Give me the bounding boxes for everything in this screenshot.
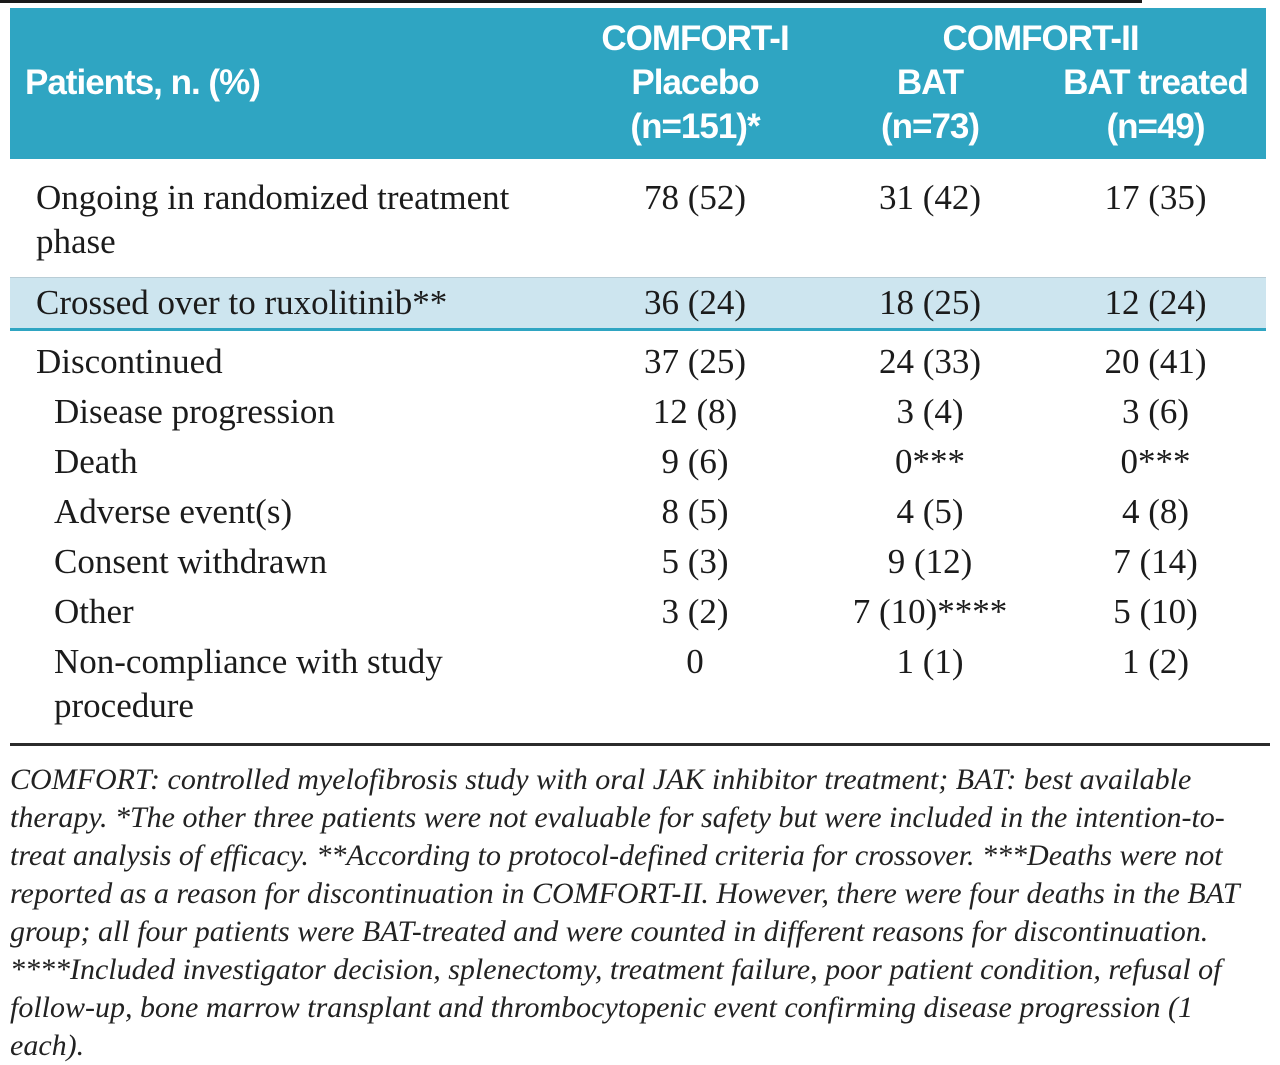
header-group-comfort-1: COMFORT-I — [601, 19, 789, 58]
cell-value: 78 (52) — [643, 178, 747, 217]
cell-value: 31 (42) — [878, 178, 982, 217]
header-col-bat: BAT — [896, 63, 964, 102]
row-label: Consent withdrawn — [54, 542, 328, 581]
row-label: Discontinued — [36, 342, 223, 381]
row-label: Ongoing in randomized treatment phase — [36, 178, 510, 261]
table-header: Patients, n. (%) COMFORT-I COMFORT-II Pl… — [10, 8, 1266, 159]
patients-disposition-table: Patients, n. (%) COMFORT-I COMFORT-II Pl… — [10, 8, 1270, 1065]
cell-value: 4 (5) — [896, 492, 964, 531]
cell-value: 0 — [686, 642, 704, 681]
cell-value: 7 (10)**** — [852, 592, 1008, 631]
cell-value: 18 (25) — [878, 283, 982, 322]
cell-value: 0*** — [895, 442, 965, 481]
table-row: Ongoing in randomized treatment phase 78… — [10, 173, 1266, 267]
cell-value: 24 (33) — [878, 342, 982, 381]
table-row: Other 3 (2) 7 (10)**** 5 (10) — [10, 587, 1266, 637]
cell-value: 17 (35) — [1104, 178, 1207, 217]
cell-value: 37 (25) — [643, 342, 747, 381]
table-row: Death 9 (6) 0*** 0*** — [10, 437, 1266, 487]
table-row: Adverse event(s) 8 (5) 4 (5) 4 (8) — [10, 487, 1266, 537]
row-label: Crossed over to ruxolitinib** — [36, 283, 448, 322]
cell-value: 3 (2) — [661, 592, 729, 631]
cell-value: 4 (8) — [1121, 492, 1190, 531]
cell-value: 9 (6) — [661, 442, 729, 481]
cell-value: 1 (2) — [1121, 642, 1190, 681]
cell-value: 5 (10) — [1113, 592, 1198, 631]
footnote-divider — [10, 743, 1270, 746]
cell-value: 36 (24) — [643, 283, 747, 322]
cell-value: 1 (1) — [896, 642, 964, 681]
header-col-bat-treated-n: (n=49) — [1106, 107, 1205, 146]
table-row: Consent withdrawn 5 (3) 9 (12) 7 (14) — [10, 537, 1266, 587]
cell-value: 12 (24) — [1104, 283, 1207, 322]
cell-value: 5 (3) — [661, 542, 729, 581]
header-col-bat-treated: BAT treated — [1063, 63, 1249, 102]
header-col-placebo-n: (n=151)* — [630, 107, 760, 146]
cell-value: 7 (14) — [1113, 542, 1198, 581]
row-label: Disease progression — [54, 392, 335, 431]
cell-value: 20 (41) — [1104, 342, 1207, 381]
table-row: Discontinued 37 (25) 24 (33) 20 (41) — [10, 337, 1266, 387]
header-col-placebo: Placebo — [631, 63, 759, 102]
table-body: Ongoing in randomized treatment phase 78… — [10, 159, 1266, 731]
cell-value: 9 (12) — [887, 542, 973, 581]
cell-value: 12 (8) — [652, 392, 738, 431]
table-row: Crossed over to ruxolitinib** 36 (24) 18… — [10, 277, 1266, 331]
header-patients-label: Patients, n. (%) — [25, 63, 261, 102]
row-label: Death — [54, 442, 138, 481]
table-row: Non-compliance with study procedure 0 1 … — [10, 637, 1266, 731]
cell-value: 3 (6) — [1121, 392, 1190, 431]
cell-value: 8 (5) — [661, 492, 729, 531]
header-group-comfort-2: COMFORT-II — [942, 19, 1139, 58]
cell-value: 0*** — [1120, 442, 1191, 481]
row-label: Adverse event(s) — [54, 492, 293, 531]
footnote-text: COMFORT: controlled myelofibrosis study … — [10, 763, 1240, 1062]
row-label: Other — [54, 592, 134, 631]
table-row: Disease progression 12 (8) 3 (4) 3 (6) — [10, 387, 1266, 437]
cell-value: 3 (4) — [896, 392, 964, 431]
top-border-line — [0, 0, 1142, 3]
row-label: Non-compliance with study procedure — [54, 642, 443, 725]
header-col-bat-n: (n=73) — [880, 107, 980, 146]
